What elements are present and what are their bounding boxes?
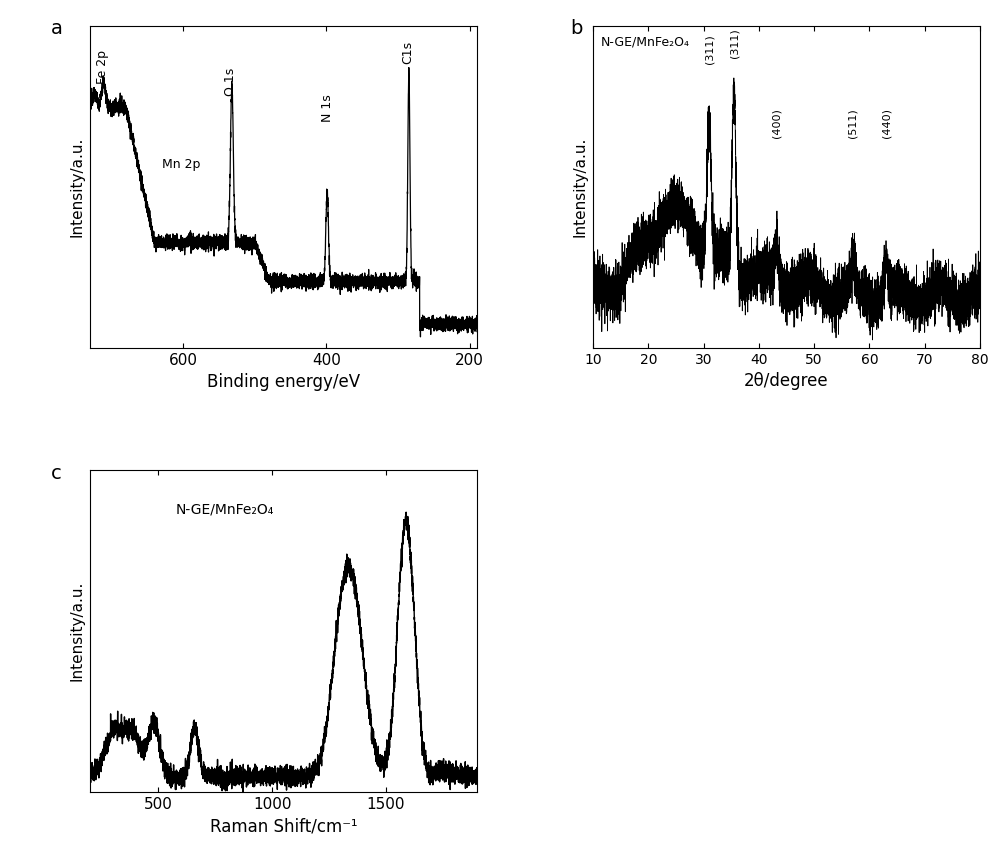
Text: (311): (311) [704, 34, 714, 64]
Text: b: b [570, 19, 582, 38]
Text: a: a [51, 19, 63, 38]
Text: N-GE/MnFe₂O₄: N-GE/MnFe₂O₄ [601, 35, 690, 49]
X-axis label: Binding energy/eV: Binding energy/eV [207, 373, 360, 391]
X-axis label: Raman Shift/cm⁻¹: Raman Shift/cm⁻¹ [210, 818, 357, 836]
Y-axis label: Intensity/a.u.: Intensity/a.u. [572, 136, 587, 237]
Text: (311): (311) [729, 28, 739, 58]
Text: Fe 2p: Fe 2p [96, 49, 109, 83]
Y-axis label: Intensity/a.u.: Intensity/a.u. [69, 136, 84, 237]
Text: Mn 2p: Mn 2p [162, 158, 200, 170]
X-axis label: 2θ/degree: 2θ/degree [744, 372, 829, 390]
Text: C1s: C1s [402, 41, 415, 64]
Text: c: c [51, 463, 62, 483]
Text: (511): (511) [848, 108, 858, 138]
Text: N 1s: N 1s [321, 95, 334, 122]
Text: N-GE/MnFe₂O₄: N-GE/MnFe₂O₄ [175, 503, 274, 516]
Y-axis label: Intensity/a.u.: Intensity/a.u. [69, 581, 84, 682]
Text: O 1s: O 1s [224, 68, 237, 96]
Text: (400): (400) [772, 108, 782, 138]
Text: (440): (440) [881, 108, 891, 138]
